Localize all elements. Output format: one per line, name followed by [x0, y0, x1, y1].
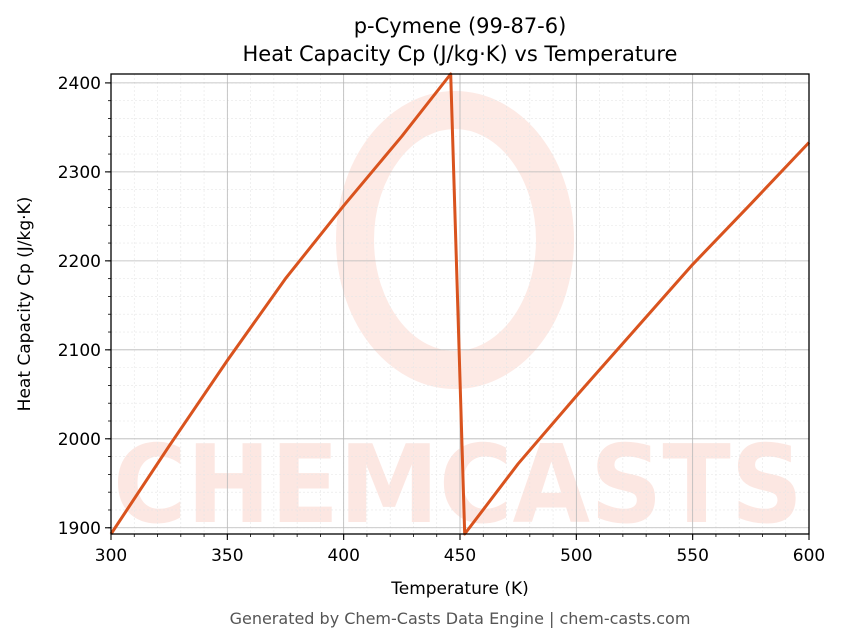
y-tick-label: 1900: [58, 519, 101, 539]
y-tick-label: 2200: [58, 252, 101, 272]
y-axis: 1900 2000 2100 2200 2300 2400: [58, 74, 111, 539]
x-tick-label: 300: [95, 546, 127, 566]
x-axis-label: Temperature (K): [390, 579, 529, 599]
x-tick-label: 550: [676, 546, 708, 566]
y-axis-label: Heat Capacity Cp (J/kg·K): [15, 197, 35, 412]
x-axis: 300 350 400 450 500 550 600: [95, 534, 825, 566]
watermark: CHEMCASTS: [113, 91, 803, 548]
x-tick-label: 500: [560, 546, 592, 566]
y-tick-label: 2100: [58, 341, 101, 361]
x-tick-label: 450: [444, 546, 476, 566]
watermark-swirl: [336, 91, 574, 389]
chart-title-line1: p-Cymene (99-87-6): [354, 14, 567, 38]
x-tick-label: 350: [211, 546, 243, 566]
chart-title-line2: Heat Capacity Cp (J/kg·K) vs Temperature: [243, 42, 678, 66]
y-tick-label: 2000: [58, 430, 101, 450]
y-tick-label: 2400: [58, 74, 101, 94]
y-tick-label: 2300: [58, 163, 101, 183]
x-tick-label: 400: [327, 546, 359, 566]
series-layer: [109, 72, 811, 536]
x-tick-label: 600: [793, 546, 825, 566]
series-line-0: [109, 72, 811, 536]
footer-credit: Generated by Chem-Casts Data Engine | ch…: [230, 609, 691, 628]
watermark-text: CHEMCASTS: [113, 423, 803, 548]
